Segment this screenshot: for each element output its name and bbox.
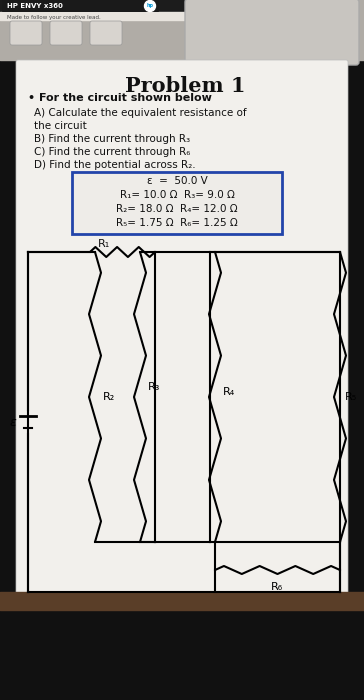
FancyBboxPatch shape bbox=[185, 0, 359, 65]
Text: D) Find the potential across R₂.: D) Find the potential across R₂. bbox=[34, 160, 195, 170]
Text: Problem 1: Problem 1 bbox=[125, 76, 245, 96]
FancyBboxPatch shape bbox=[16, 60, 348, 614]
Text: R₂: R₂ bbox=[103, 392, 115, 402]
Text: C) Find the current through R₆: C) Find the current through R₆ bbox=[34, 147, 190, 157]
Text: R₁= 10.0 Ω  R₃= 9.0 Ω: R₁= 10.0 Ω R₃= 9.0 Ω bbox=[119, 190, 234, 200]
Text: HP ENVY x360: HP ENVY x360 bbox=[7, 3, 63, 9]
Text: B) Find the current through R₃: B) Find the current through R₃ bbox=[34, 134, 190, 144]
Text: R₆: R₆ bbox=[271, 582, 283, 592]
Text: the circuit: the circuit bbox=[34, 121, 87, 131]
FancyBboxPatch shape bbox=[10, 21, 42, 45]
Text: Made to follow your creative lead.: Made to follow your creative lead. bbox=[7, 15, 101, 20]
Text: ε: ε bbox=[9, 416, 16, 428]
Text: R₄: R₄ bbox=[223, 387, 235, 397]
FancyBboxPatch shape bbox=[2, 0, 159, 12]
FancyBboxPatch shape bbox=[50, 21, 82, 45]
Text: R₃: R₃ bbox=[148, 382, 161, 392]
Text: R₅= 1.75 Ω  R₆= 1.25 Ω: R₅= 1.75 Ω R₆= 1.25 Ω bbox=[116, 218, 238, 228]
Circle shape bbox=[145, 1, 155, 11]
FancyBboxPatch shape bbox=[90, 21, 122, 45]
Text: R₁: R₁ bbox=[98, 239, 110, 249]
Text: • For the circuit shown below: • For the circuit shown below bbox=[28, 93, 212, 103]
Text: R₂= 18.0 Ω  R₄= 12.0 Ω: R₂= 18.0 Ω R₄= 12.0 Ω bbox=[116, 204, 238, 214]
FancyBboxPatch shape bbox=[72, 172, 282, 234]
Text: R₅: R₅ bbox=[345, 392, 357, 402]
Text: A) Calculate the equivalent resistance of: A) Calculate the equivalent resistance o… bbox=[34, 108, 247, 118]
Text: hp: hp bbox=[146, 4, 154, 8]
Text: ε  =  50.0 V: ε = 50.0 V bbox=[147, 176, 207, 186]
